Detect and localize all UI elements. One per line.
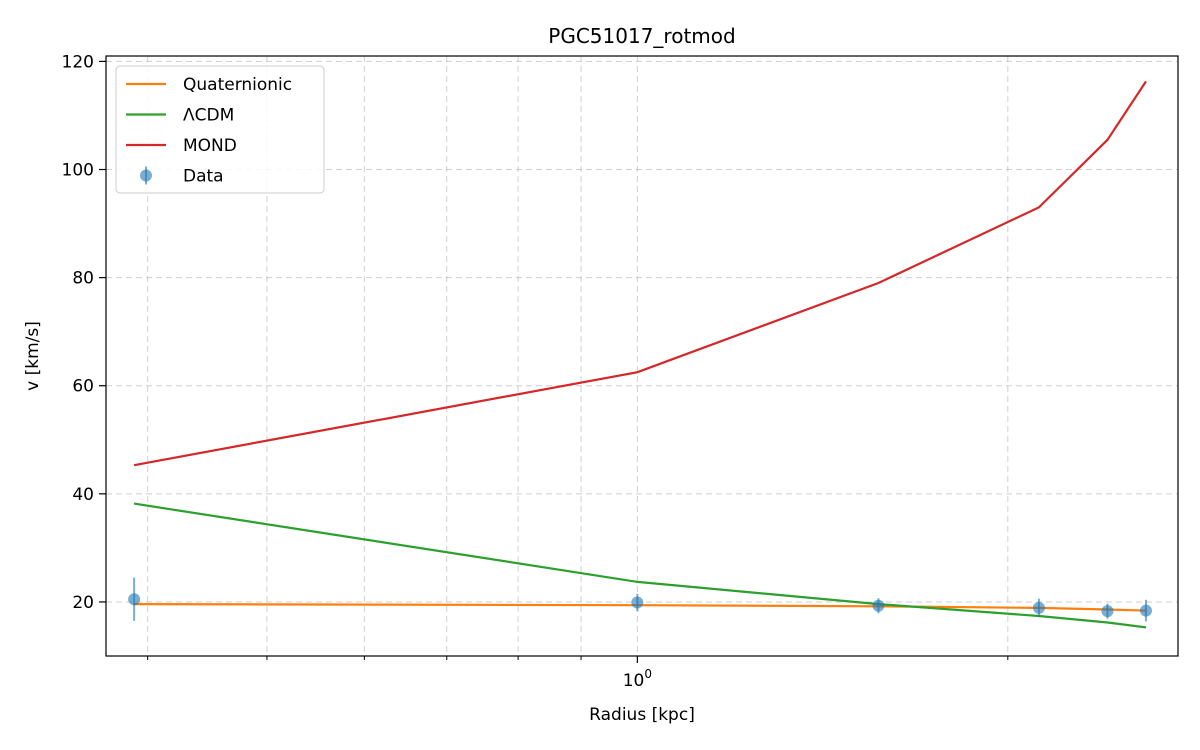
y-tick-label: 60	[72, 377, 94, 397]
x-tick-label: 100	[623, 667, 652, 691]
legend-box	[115, 65, 325, 194]
ticks: 100 20 40 60 80 100 120	[62, 52, 1009, 691]
y-tick-label: 100	[62, 161, 94, 181]
chart-title: PGC51017_rotmod	[548, 24, 735, 48]
data-point	[1032, 601, 1045, 614]
legend-label: Data	[183, 167, 224, 187]
legend-swatch-marker	[140, 169, 152, 182]
series-line	[133, 502, 1147, 629]
y-tick-label: 20	[72, 593, 94, 613]
data-point	[128, 593, 141, 606]
data-point	[1101, 605, 1114, 618]
y-tick-label: 40	[72, 485, 94, 505]
y-axis-label: v [km/s]	[23, 321, 43, 391]
legend-label: ΛCDM	[183, 106, 234, 126]
data-point	[631, 596, 644, 609]
y-tick-label: 80	[72, 269, 94, 289]
plot-frame	[105, 55, 1179, 657]
y-tick-label: 120	[62, 52, 94, 72]
series-line	[133, 80, 1147, 467]
legend-label: Quaternionic	[183, 75, 292, 95]
series-layer	[128, 80, 1152, 629]
series-line	[134, 602, 1147, 612]
data-point	[1139, 604, 1152, 617]
legend: Quaternionic ΛCDM MOND Data	[115, 65, 325, 194]
legend-label: MOND	[183, 136, 237, 156]
data-point	[872, 599, 885, 612]
x-axis-label: Radius [kpc]	[589, 705, 695, 725]
